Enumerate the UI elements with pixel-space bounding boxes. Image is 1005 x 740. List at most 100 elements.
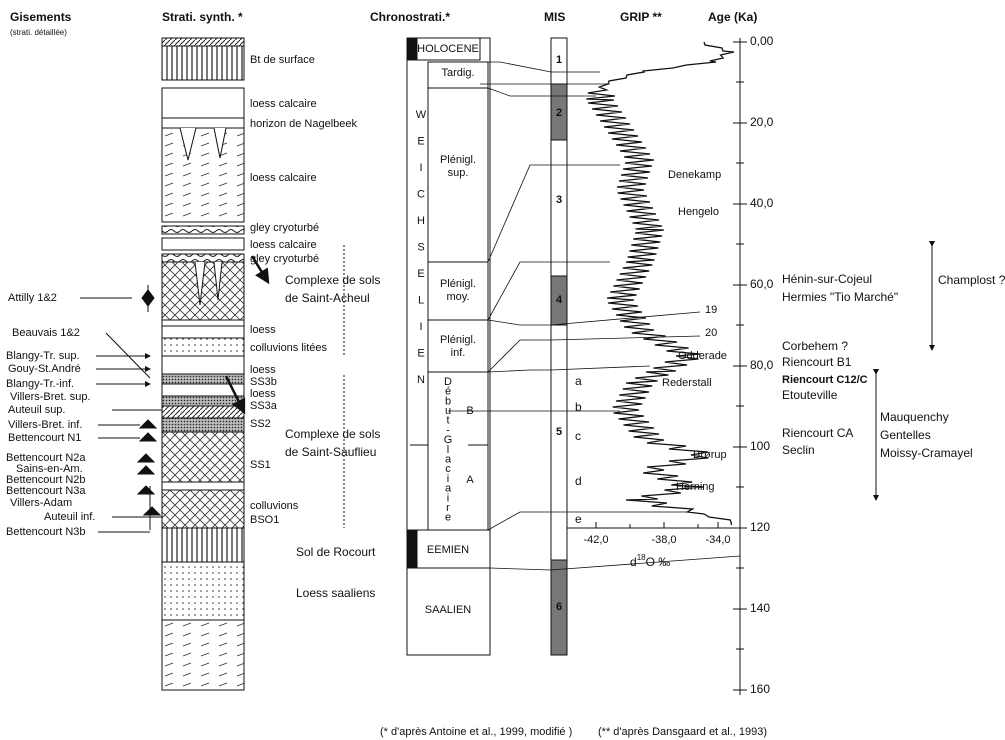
mis-number: 4 [556, 294, 563, 306]
strati-label: loess [250, 388, 276, 400]
strati-label: Bt de surface [250, 54, 315, 66]
complex-label: Loess saaliens [296, 586, 375, 600]
chrono-letter: C [417, 188, 425, 200]
age-label: 120 [750, 520, 770, 534]
mis-number: 6 [556, 601, 562, 613]
site-marks [80, 285, 162, 532]
complex-label: de Saint-Sauflieu [285, 445, 376, 459]
complex-label: Complexe de sols [285, 427, 380, 441]
strati-label: SS1 [250, 459, 271, 471]
strati-label: loess [250, 324, 276, 336]
mis-column [551, 38, 567, 655]
substage: b [575, 400, 582, 414]
chrono-letter: E [417, 347, 424, 359]
chrono-label: inf. [451, 347, 466, 359]
strati-column [162, 38, 244, 690]
age-label: 80,0 [750, 358, 774, 372]
chrono-label: Plénigl. [440, 334, 476, 346]
strati-label: SS3b [250, 376, 277, 388]
strati-label: gley cryoturbé [250, 222, 319, 234]
chrono-label: A [466, 474, 474, 486]
site-label: Auteuil sup. [8, 404, 65, 416]
group-label: Moissy-Cramayel [880, 446, 973, 460]
chrono-letter: E [417, 268, 424, 280]
grip-tick-label: -42,0 [583, 534, 608, 546]
grip-event: Denekamp [668, 169, 721, 181]
chrono-label: EEMIEN [427, 544, 469, 556]
header: GRIP ** [620, 10, 662, 24]
strati-label: colluvions [250, 500, 299, 512]
chrono-label: sup. [448, 167, 469, 179]
chrono-label: B [466, 405, 473, 417]
chrono-letter: L [418, 294, 424, 306]
mis-number: 1 [556, 54, 562, 66]
substage: e [575, 512, 582, 526]
group-label: Champlost ? [938, 273, 1005, 287]
site-label: Auteuil inf. [44, 511, 95, 523]
chrono-label: Tardig. [441, 67, 474, 79]
age-label: 60,0 [750, 277, 774, 291]
substage: d [575, 474, 582, 488]
age-label: 40,0 [750, 196, 774, 210]
grip-event: Herning [676, 481, 715, 493]
chrono-letter: W [416, 109, 427, 121]
strati-label: loess [250, 364, 276, 376]
footnote: (** d'après Dansgaard et al., 1993) [598, 726, 767, 738]
group-arrows [876, 246, 932, 500]
chrono-letter: I [419, 162, 422, 174]
grip-event: Hengelo [678, 206, 719, 218]
site-label: Villers-Bret. sup. [10, 391, 91, 403]
age-label: 0,00 [750, 34, 774, 48]
chrono-label: SAALIEN [425, 604, 472, 616]
header: Strati. synth. * [162, 10, 243, 24]
grip-event: Brørup [693, 449, 727, 461]
grip-event: 20 [705, 327, 717, 339]
mis-number: 5 [556, 426, 562, 438]
strati-label: BSO1 [250, 514, 279, 526]
site-label: Bettencourt N1 [8, 432, 81, 444]
grip-event: Odderade [678, 350, 727, 362]
site-label: Blangy-Tr.-inf. [6, 378, 74, 390]
site-label: Riencourt B1 [782, 355, 852, 369]
label-rest: O ‰ [646, 555, 671, 569]
header: Gisements [10, 10, 72, 24]
site-label: Corbehem ? [782, 339, 848, 353]
strati-label: loess calcaire [250, 98, 317, 110]
site-label: Villers-Bret. inf. [8, 419, 82, 431]
complex-label: Sol de Rocourt [296, 545, 376, 559]
site-label: Etouteville [782, 388, 838, 402]
chrono-letter: e [445, 512, 451, 524]
chrono-label: moy. [446, 291, 469, 303]
age-label: 160 [750, 682, 770, 696]
chrono-letter: S [417, 241, 424, 253]
header: Chronostrati.* [370, 10, 450, 24]
site-label: Attilly 1&2 [8, 292, 57, 304]
strati-label: loess calcaire [250, 239, 317, 251]
site-label: Bettencourt N3b [6, 526, 86, 538]
mis-number: 3 [556, 194, 562, 206]
substage: c [575, 429, 581, 443]
grip-axes [567, 38, 740, 695]
group-label: Gentelles [880, 428, 931, 442]
site-label: Hermies "Tio Marché" [782, 290, 898, 304]
strati-label: SS3a [250, 400, 278, 412]
header: Age (Ka) [708, 10, 757, 24]
grip-tick-label: -34,0 [705, 534, 730, 546]
chrono-letter: I [419, 321, 422, 333]
grip-event: Rederstall [662, 377, 712, 389]
complex-label: de Saint-Acheul [285, 291, 370, 305]
complex-label: Complexe de sols [285, 273, 380, 287]
correlation-lines [448, 62, 740, 570]
figure: Gisements(strati. détaillée)Strati. synt… [0, 0, 1005, 740]
header: MIS [544, 10, 565, 24]
chrono-letter: H [417, 215, 425, 227]
substage: a [575, 374, 582, 388]
group-label: Mauquenchy [880, 410, 949, 424]
strati-label: loess calcaire [250, 172, 317, 184]
site-label: Bettencourt N3a [6, 485, 86, 497]
mis-number: 2 [556, 107, 562, 119]
site-label: Seclin [782, 443, 815, 457]
strati-label: horizon de Nagelbeek [250, 118, 358, 130]
chrono-letter: E [417, 135, 424, 147]
chrono-label: Plénigl. [440, 278, 476, 290]
